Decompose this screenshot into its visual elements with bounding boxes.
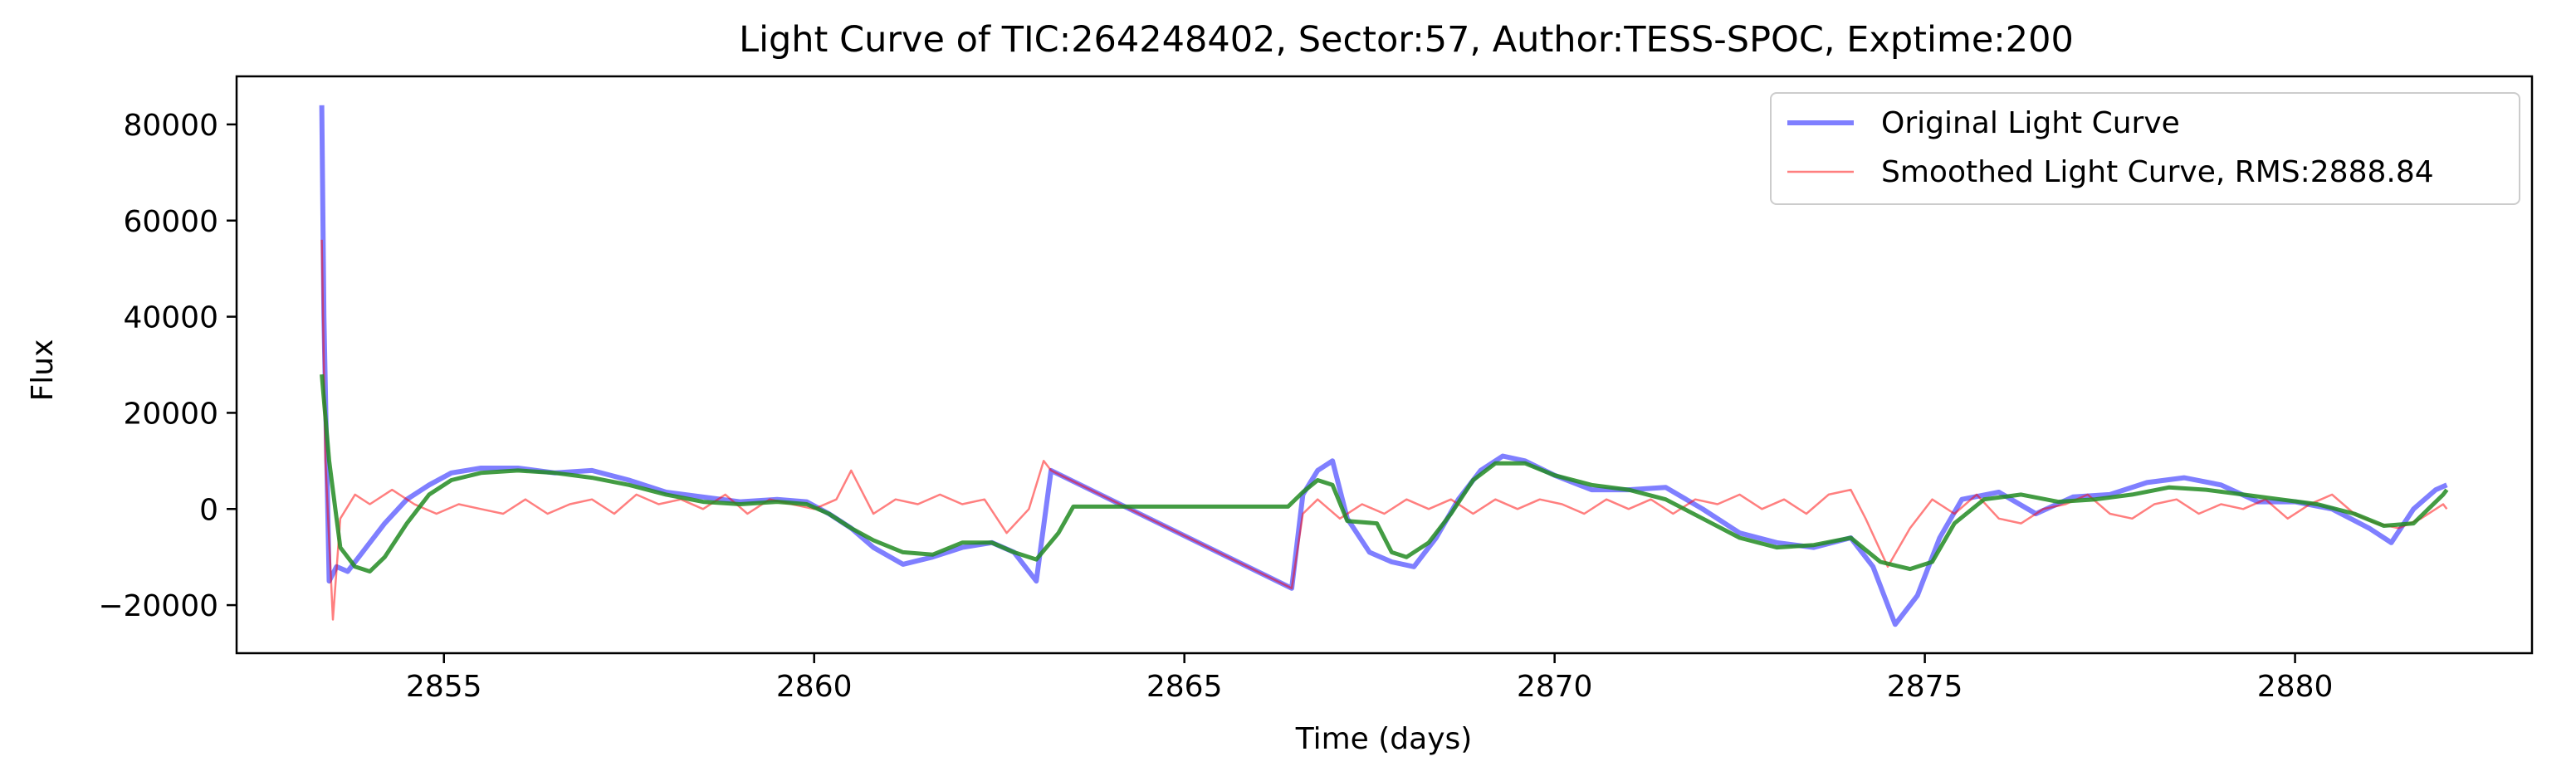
y-axis: −20000 0 20000 40000 60000 80000 xyxy=(98,109,237,623)
legend-label-smoothed: Smoothed Light Curve, RMS:2888.84 xyxy=(1881,155,2434,189)
y-tick-label: 80000 xyxy=(123,109,218,143)
x-axis-title: Time (days) xyxy=(1295,722,1473,756)
plot-frame xyxy=(235,75,2534,655)
y-tick-label: −20000 xyxy=(98,589,218,623)
y-tick-label: 60000 xyxy=(123,205,218,239)
chart-title: Light Curve of TIC:264248402, Sector:57,… xyxy=(739,19,2074,61)
y-tick-label: 20000 xyxy=(123,397,218,431)
x-tick-label: 2880 xyxy=(2257,670,2334,704)
series-line-2 xyxy=(320,373,2449,574)
x-axis: 2855 2860 2865 2870 2875 2880 xyxy=(406,653,2333,704)
legend-label-original: Original Light Curve xyxy=(1881,106,2180,140)
x-tick-label: 2875 xyxy=(1887,670,1963,704)
legend: Original Light Curve Smoothed Light Curv… xyxy=(1770,92,2520,205)
y-axis-title: Flux xyxy=(26,339,60,402)
x-tick-label: 2865 xyxy=(1146,670,1223,704)
x-tick-label: 2870 xyxy=(1517,670,1593,704)
y-tick-label: 40000 xyxy=(123,301,218,335)
y-tick-label: 0 xyxy=(199,493,218,527)
x-tick-label: 2860 xyxy=(776,670,853,704)
series-layer xyxy=(319,105,2449,627)
x-tick-label: 2855 xyxy=(406,670,482,704)
legend-box xyxy=(1770,92,2520,205)
series-line-1 xyxy=(320,239,2448,621)
